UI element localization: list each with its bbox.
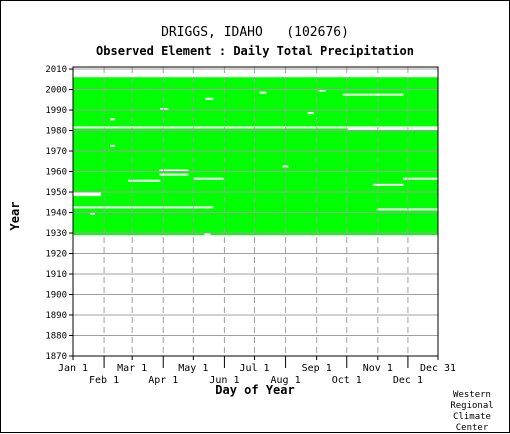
missing-period-7 [193, 177, 224, 180]
x-tick-label-274: Oct 1 [332, 375, 362, 386]
missing-period-4 [73, 194, 102, 197]
missing-period-19 [77, 126, 94, 129]
y-tick-label-1950: 1950 [45, 188, 67, 198]
plot-border [72, 66, 439, 357]
x-tick-label-1: Jan 1 [58, 363, 88, 374]
y-tick-label-1880: 1880 [45, 332, 67, 342]
chart-subtitle: Observed Element : Daily Total Precipita… [96, 44, 414, 58]
y-tick-label-1890: 1890 [45, 311, 67, 321]
y-tick-label-1980: 1980 [45, 127, 67, 137]
data-block-observed [73, 77, 438, 236]
missing-period-8 [159, 173, 189, 176]
missing-period-21 [110, 118, 116, 121]
y-tick-label-1960: 1960 [45, 168, 67, 178]
missing-period-23 [204, 233, 211, 236]
missing-period-14 [307, 112, 314, 115]
credit-text: Western Regional Climate Center [450, 390, 494, 433]
missing-period-17 [259, 91, 267, 94]
x-tick-label-121: May 1 [178, 363, 208, 374]
missing-period-11 [402, 177, 440, 180]
missing-period-12 [342, 93, 404, 96]
y-tick-label-1910: 1910 [45, 270, 67, 280]
y-tick-label-1970: 1970 [45, 147, 67, 157]
missing-period-9 [159, 169, 189, 172]
y-tick-label-1940: 1940 [45, 209, 67, 219]
x-axis-label: Day of Year [215, 383, 295, 397]
missing-period-10 [372, 183, 404, 186]
x-tick-label-213: Aug 1 [271, 375, 301, 386]
x-tick-label-152: Jun 1 [209, 375, 239, 386]
missing-period-0 [73, 126, 440, 129]
y-tick-label-2000: 2000 [45, 86, 67, 96]
missing-period-13 [160, 107, 169, 111]
missing-period-18 [318, 89, 326, 92]
missing-period-22 [90, 212, 96, 215]
missing-period-16 [205, 97, 214, 100]
y-tick-label-2010: 2010 [45, 65, 67, 75]
x-tick-label-182: Jul 1 [239, 363, 269, 374]
missing-period-5 [73, 192, 102, 195]
y-tick-label-1930: 1930 [45, 229, 67, 239]
chart-title: DRIGGS, IDAHO (102676) [161, 25, 349, 40]
y-tick-label-1990: 1990 [45, 106, 67, 116]
y-tick-label-1870: 1870 [45, 352, 67, 362]
x-tick-label-365: Dec 31 [420, 363, 456, 374]
y-tick-label-1900: 1900 [45, 291, 67, 301]
x-tick-label-32: Feb 1 [89, 375, 119, 386]
x-tick-label-244: Sep 1 [302, 363, 332, 374]
x-tick-label-60: Mar 1 [117, 363, 147, 374]
missing-period-20 [110, 144, 116, 147]
missing-period-6 [128, 179, 161, 182]
x-tick-label-335: Dec 1 [393, 375, 423, 386]
y-tick-label-1920: 1920 [45, 250, 67, 260]
x-tick-label-305: Nov 1 [363, 363, 393, 374]
missing-period-2 [73, 206, 214, 209]
x-tick-label-91: Apr 1 [148, 375, 178, 386]
missing-period-1 [347, 128, 440, 131]
missing-period-15 [282, 165, 289, 168]
